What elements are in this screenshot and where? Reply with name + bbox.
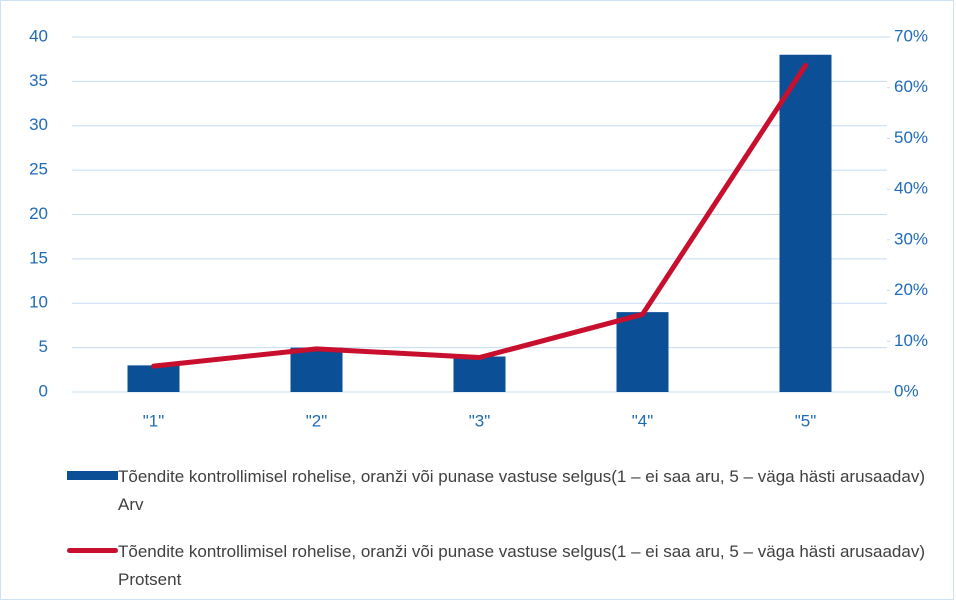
y2-tick-label: 20% bbox=[894, 280, 928, 299]
x-tick-label: "4" bbox=[632, 411, 654, 430]
legend-label: Tõendite kontrollimisel rohelise, oranži… bbox=[118, 467, 926, 514]
y2-tick-label: 50% bbox=[894, 128, 928, 147]
bar bbox=[779, 54, 832, 392]
legend-swatch bbox=[67, 548, 118, 553]
x-tick-label: "3" bbox=[469, 411, 491, 430]
y-tick-label: 10 bbox=[29, 293, 48, 312]
legend-label: Tõendite kontrollimisel rohelise, oranži… bbox=[118, 542, 926, 589]
bar bbox=[290, 347, 343, 392]
y-tick-label: 5 bbox=[39, 337, 48, 356]
y-tick-label: 25 bbox=[29, 160, 48, 179]
x-tick-label: "5" bbox=[795, 411, 817, 430]
x-tick-label: "1" bbox=[143, 411, 165, 430]
bar bbox=[453, 356, 506, 392]
y-tick-label: 20 bbox=[29, 204, 48, 223]
x-tick-label: "2" bbox=[306, 411, 328, 430]
y-tick-label: 0 bbox=[39, 381, 48, 400]
y-tick-label: 15 bbox=[29, 248, 48, 267]
y2-tick-label: 10% bbox=[894, 331, 928, 350]
y-tick-label: 40 bbox=[29, 26, 48, 45]
plot: 0 5 10 15 20 25 30 35 40 0% 10% 20% 30% 40% 50% 60% 70% "… bbox=[29, 26, 928, 430]
y2-tick-label: 0% bbox=[894, 381, 919, 400]
y2-tick-label: 30% bbox=[894, 229, 928, 248]
y2-tick-label: 60% bbox=[894, 77, 928, 96]
y2-tick-label: 40% bbox=[894, 179, 928, 198]
line bbox=[151, 62, 808, 369]
bar bbox=[616, 312, 669, 392]
y-tick-label: 30 bbox=[29, 115, 48, 134]
y2-tick-label: 70% bbox=[894, 26, 928, 45]
legend-item: Tõendite kontrollimisel rohelise, oranži… bbox=[67, 538, 938, 594]
y-tick-label: 35 bbox=[29, 71, 48, 90]
legend-item: Tõendite kontrollimisel rohelise, oranži… bbox=[67, 463, 938, 519]
bar bbox=[127, 365, 180, 392]
legend-swatch bbox=[67, 471, 118, 480]
